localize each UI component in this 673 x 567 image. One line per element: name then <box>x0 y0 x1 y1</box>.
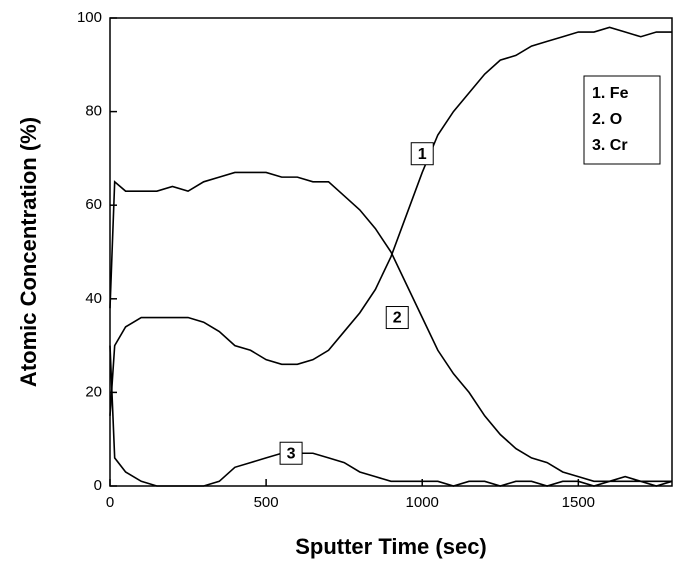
x-tick-label: 1500 <box>562 494 595 511</box>
legend-label: 2. O <box>592 111 622 128</box>
y-tick-label: 60 <box>85 196 102 213</box>
annotation: 3 <box>287 445 296 462</box>
y-tick-label: 0 <box>94 477 102 494</box>
y-tick-label: 80 <box>85 103 102 120</box>
annotation-box <box>410 142 434 166</box>
legend-label: 1. Fe <box>592 85 629 102</box>
series-line <box>109 345 673 487</box>
series-line <box>109 26 672 416</box>
x-axis-title: Sputter Time (sec) <box>295 534 487 559</box>
legend-label: 3. Cr <box>592 137 628 154</box>
y-axis-title: Atomic Concentration (%) <box>16 117 41 387</box>
annotation-box <box>385 306 409 330</box>
legend-box <box>583 75 661 165</box>
annotation: 2 <box>393 310 402 327</box>
annotation: 1 <box>418 146 427 163</box>
x-tick-label: 500 <box>254 494 279 511</box>
series-line <box>109 171 672 483</box>
y-tick-label: 100 <box>77 9 102 26</box>
x-tick-label: 0 <box>106 494 114 511</box>
y-tick-label: 20 <box>85 383 102 400</box>
x-tick-label: 1000 <box>406 494 439 511</box>
plot-frame <box>109 17 673 487</box>
y-tick-label: 40 <box>85 290 102 307</box>
annotation-box <box>279 441 303 465</box>
